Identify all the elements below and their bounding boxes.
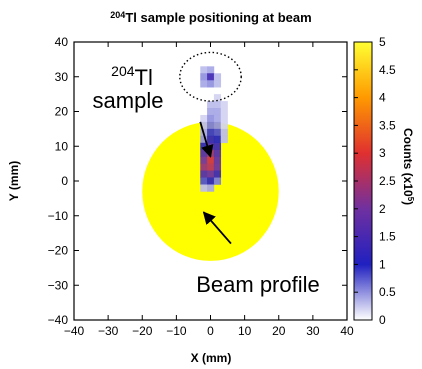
- heatmap-pixel: [200, 170, 208, 178]
- heatmap-pixel: [213, 163, 222, 171]
- heatmap-pixel: [207, 101, 215, 109]
- x-tick-label: 20: [272, 324, 286, 338]
- heatmap-pixel: [213, 108, 222, 116]
- heatmap-pixel: [207, 108, 215, 116]
- annotation-layer: 204Tl sample Beam profile: [93, 63, 320, 297]
- chart-title-superscript: 204: [110, 10, 125, 20]
- heatmap-pixel: [200, 66, 208, 74]
- beam-profile-annotation-arrow: [202, 211, 232, 245]
- heatmap-pixel: [207, 114, 215, 123]
- sample-highlight-ellipse: [179, 51, 242, 102]
- colorbar-label-end: ): [401, 201, 415, 205]
- colorbar-tick-label: 0.5: [379, 285, 396, 299]
- y-tick-label: −10: [48, 209, 69, 223]
- heatmap-pixel: [207, 128, 215, 137]
- heatmap-pixel: [207, 156, 215, 164]
- colorbar-tick-label: 4.5: [379, 63, 396, 77]
- heatmap-pixel: [200, 184, 208, 192]
- heatmap-pixel: [207, 66, 215, 74]
- heatmap-pixel: [200, 177, 208, 185]
- chart-title-text: Tl sample positioning at beam: [125, 10, 311, 25]
- x-tick-label: −20: [132, 324, 153, 338]
- colorbar-label-text: Counts (x10: [401, 128, 415, 197]
- colorbar-tick-label: 5: [379, 35, 386, 49]
- colorbar-tick-label: 2: [379, 202, 386, 216]
- x-tick-label: 10: [238, 324, 252, 338]
- colorbar-tick-label: 1: [379, 257, 386, 271]
- heatmap-pixel: [207, 121, 215, 130]
- heatmap-pixel: [200, 80, 208, 88]
- y-axis-label: Y (mm): [7, 161, 21, 201]
- colorbar-label: Counts (x105): [401, 128, 415, 205]
- x-axis-label: X (mm): [191, 351, 232, 365]
- colorbar-tick-label: 4: [379, 91, 386, 105]
- heatmap-pixel: [213, 128, 222, 137]
- heatmap-pixel: [213, 73, 222, 81]
- heatmap-pixel: [200, 114, 208, 123]
- y-tick-label: 30: [55, 70, 69, 84]
- y-tick-label: −40: [48, 313, 69, 327]
- beam-profile-annotation: Beam profile: [196, 272, 320, 297]
- y-tick-label: −20: [48, 244, 69, 258]
- heatmap-pixel: [200, 121, 208, 130]
- heatmap-pixel: [207, 177, 215, 185]
- y-tick-label: 20: [55, 105, 69, 119]
- heatmap-pixel: [207, 170, 215, 178]
- sample-annotation-arrow: [199, 121, 214, 158]
- x-tick-label: 30: [306, 324, 320, 338]
- heatmap-pixel: [200, 156, 208, 164]
- heatmap-pixel: [207, 163, 215, 171]
- chart-title: 204Tl sample positioning at beam: [110, 10, 311, 25]
- heatmap-pixel: [213, 142, 222, 151]
- heatmap-pixel: [213, 177, 222, 185]
- heatmap-pixel: [213, 149, 222, 157]
- colorbar-label-superscript: 5: [406, 197, 415, 202]
- x-tick-label: −30: [98, 324, 119, 338]
- heatmap-pixel: [207, 184, 215, 192]
- heatmap-pixel: [220, 121, 228, 130]
- heatmap-pixel: [207, 73, 215, 81]
- heatmap-pixel: [213, 114, 222, 123]
- x-tick-label: 0: [207, 324, 214, 338]
- colorbar-tick-label: 1.5: [379, 230, 396, 244]
- heatmap-pixel: [213, 101, 222, 109]
- colorbar-tick-label: 3.5: [379, 118, 396, 132]
- sample-annotation-superscript: 204: [111, 63, 135, 79]
- heatmap-pixel: [220, 108, 228, 116]
- heatmap-pixel: [200, 135, 208, 144]
- y-tick-label: −30: [48, 278, 69, 292]
- heatmap-pixel: [213, 80, 222, 88]
- sample-annotation-line2: sample: [93, 88, 164, 113]
- y-tick-label: 40: [55, 35, 69, 49]
- sample-annotation-element: Tl: [135, 65, 153, 90]
- heatmap-pixel: [213, 156, 222, 164]
- heatmap-pixel: [220, 135, 228, 144]
- heatmap-pixel: [213, 170, 222, 178]
- heatmap-pixel: [200, 73, 208, 81]
- colorbar-tick-label: 3: [379, 146, 386, 160]
- colorbar: 54.543.532.521.510.50 Counts (x105): [353, 35, 415, 327]
- y-tick-label: 10: [55, 139, 69, 153]
- heatmap-pixel: [213, 94, 222, 102]
- heatmap-pixel: [213, 121, 222, 130]
- x-tick-label: −10: [166, 324, 187, 338]
- heatmap-pixel: [207, 80, 215, 88]
- sample-annotation-line1: 204Tl: [111, 63, 153, 90]
- x-tick-label: 40: [340, 324, 354, 338]
- heatmap-pixel: [200, 149, 208, 157]
- heatmap-pixel: [207, 135, 215, 144]
- heatmap-pixel: [200, 163, 208, 171]
- heatmap-pixel: [220, 101, 228, 109]
- heatmap-pixel: [220, 128, 228, 137]
- colorbar-tick-label: 2.5: [379, 174, 396, 188]
- colorbar-tick-label: 0: [379, 313, 386, 327]
- heatmap-pixel: [220, 114, 228, 123]
- y-tick-label: 0: [61, 174, 68, 188]
- heatmap-pixel: [213, 135, 222, 144]
- x-tick-label: −40: [64, 324, 85, 338]
